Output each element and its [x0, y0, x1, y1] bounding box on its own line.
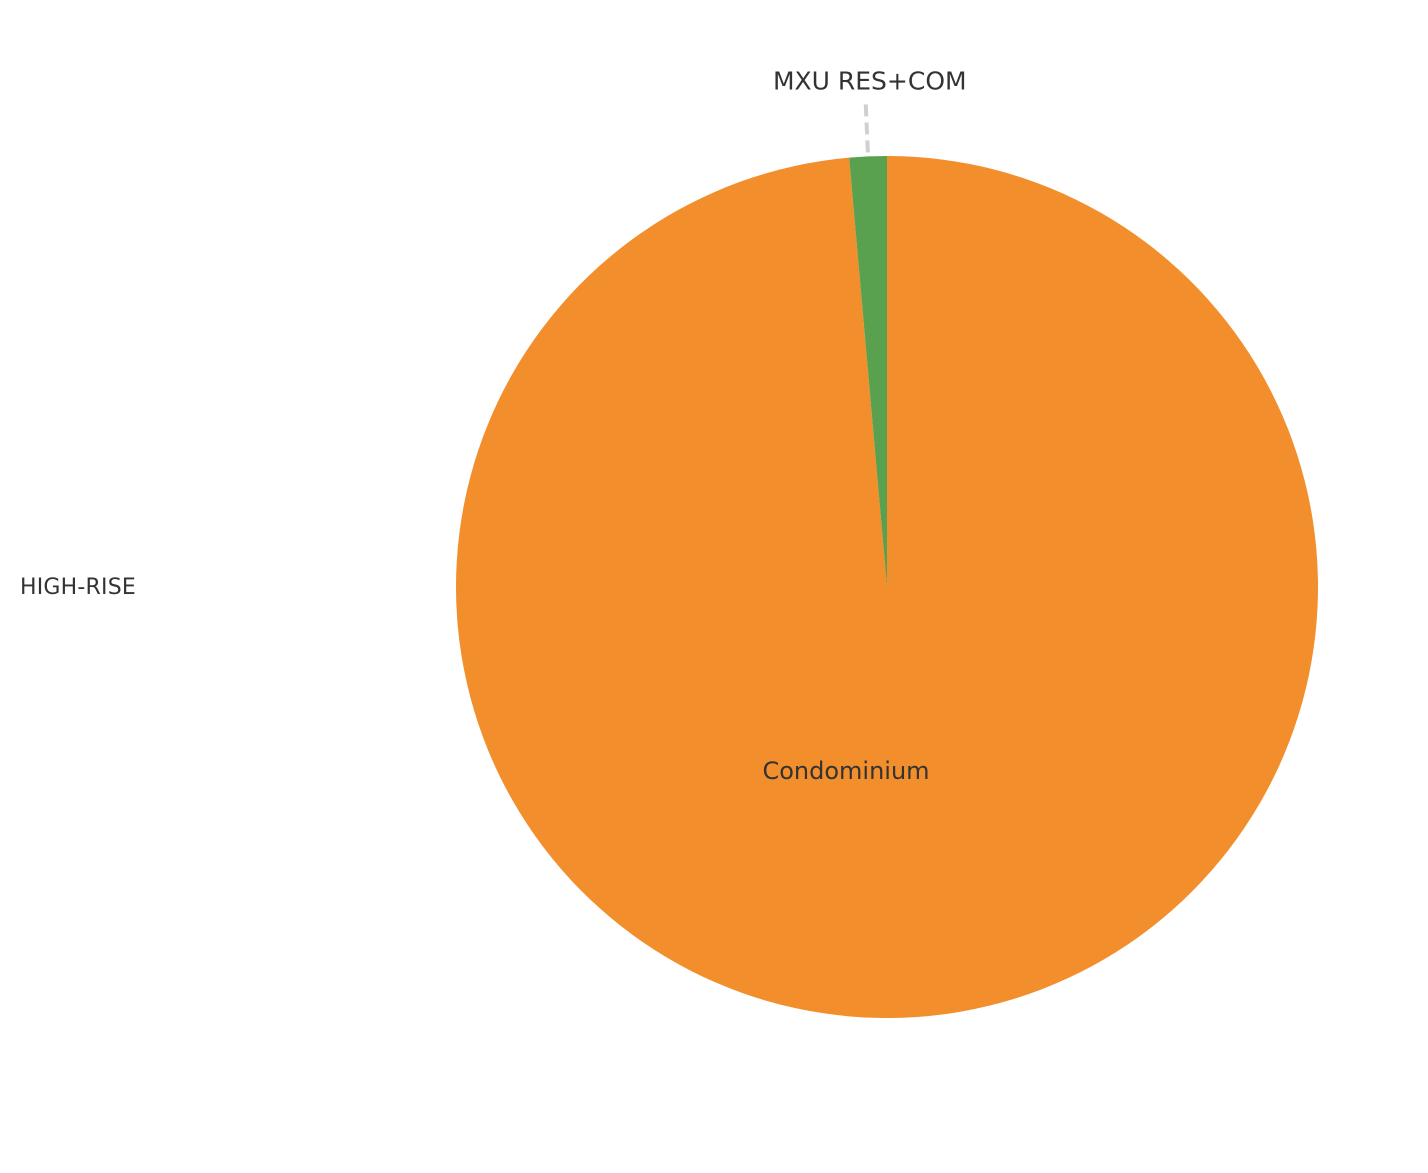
slice-label-condominium: Condominium — [762, 757, 929, 785]
pie-slices — [456, 156, 1318, 1019]
pie-slice-condominium[interactable] — [456, 156, 1318, 1019]
pie-slice-mxu-res-com[interactable] — [849, 156, 887, 587]
slice-label-mxu-res-com: MXU RES+COM — [773, 66, 967, 95]
pie-labels: Condominium MXU RES+COM — [762, 66, 966, 785]
row-label-high-rise: HIGH-RISE — [20, 575, 137, 600]
leader-line — [863, 104, 870, 153]
